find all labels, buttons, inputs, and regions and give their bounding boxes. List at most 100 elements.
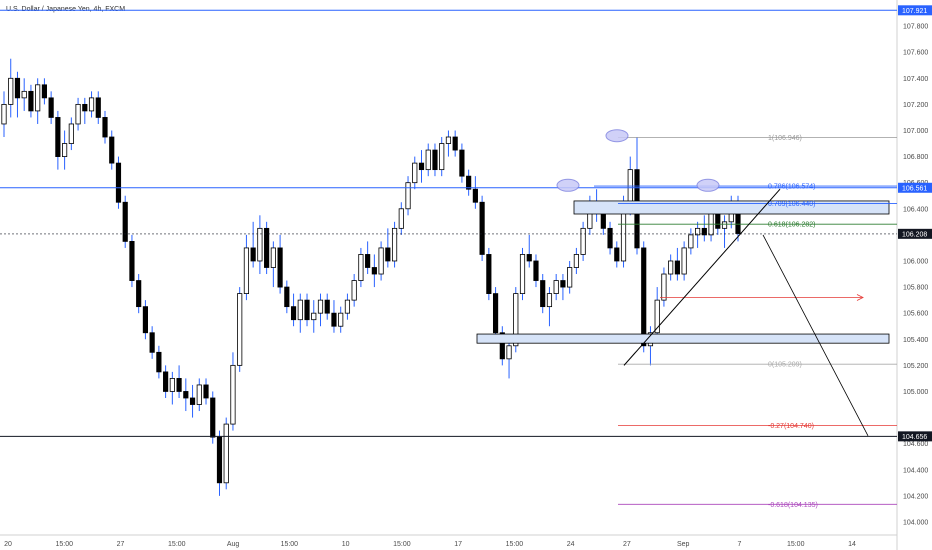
y-tick-label: 105.800 xyxy=(903,285,928,292)
candle-body xyxy=(641,247,647,347)
candle-body xyxy=(472,188,478,203)
candle-body xyxy=(250,247,256,262)
candle-body xyxy=(445,136,452,144)
y-tick-label: 106.000 xyxy=(903,258,928,265)
candle-body xyxy=(189,397,196,405)
candle-body xyxy=(203,384,209,399)
candle-body xyxy=(681,247,687,275)
zone-rect xyxy=(573,200,890,215)
candle-body xyxy=(398,208,404,229)
candle-body xyxy=(479,201,485,255)
candle-body xyxy=(8,77,14,105)
y-tick-label: 104.400 xyxy=(903,467,928,474)
candle-body xyxy=(688,234,694,249)
chart-title: U.S. Dollar / Japanese Yen, 4h, FXCM xyxy=(6,6,126,13)
candle-body xyxy=(149,332,155,353)
candle-body xyxy=(378,247,384,275)
y-tick-label: 107.400 xyxy=(903,76,928,83)
y-tick-label: 107.200 xyxy=(903,102,928,109)
y-tick-label: 104.600 xyxy=(903,441,928,448)
candle-body xyxy=(492,293,499,334)
candle-body xyxy=(425,149,431,171)
candle-body xyxy=(661,273,667,301)
highlight-ellipse xyxy=(605,129,629,143)
y-tick-label: 106.400 xyxy=(903,206,928,213)
candle-body xyxy=(129,241,135,281)
price-tag-label: 106.208 xyxy=(902,231,927,238)
candle-body xyxy=(163,371,169,392)
candle-body xyxy=(452,136,458,151)
y-tick-label: 105.600 xyxy=(903,311,928,318)
candle-body xyxy=(371,267,377,275)
candle-body xyxy=(358,254,364,281)
candle-body xyxy=(28,90,34,112)
y-tick-label: 105.000 xyxy=(903,389,928,396)
candle-body xyxy=(553,280,559,294)
highlight-ellipse xyxy=(696,178,720,192)
candle-body xyxy=(365,254,371,268)
price-tag-label: 107.921 xyxy=(902,8,927,15)
candle-body xyxy=(607,227,613,249)
candle-body xyxy=(297,299,303,321)
candle-body xyxy=(55,117,61,157)
candle-body xyxy=(35,84,41,112)
candle-body xyxy=(88,97,95,112)
candle-body xyxy=(210,397,216,438)
candle-body xyxy=(513,293,519,347)
x-tick-label: Aug xyxy=(227,541,240,548)
x-tick-label: 24 xyxy=(567,541,575,548)
x-tick-label: 15:00 xyxy=(506,541,524,548)
candle-body xyxy=(324,299,330,314)
candle-body xyxy=(122,201,128,242)
candle-body xyxy=(580,227,586,255)
candle-body xyxy=(82,103,88,112)
price-tag-label: 106.561 xyxy=(902,185,927,192)
candle-body xyxy=(573,254,579,268)
candle-body xyxy=(432,149,438,171)
candle-body xyxy=(331,312,337,327)
candle-body xyxy=(237,293,243,366)
candle-body xyxy=(459,149,465,177)
candle-body xyxy=(385,247,391,262)
price-tag xyxy=(898,431,932,442)
candle-body xyxy=(405,182,411,210)
candle-body xyxy=(41,84,47,99)
y-tick-label: 106.800 xyxy=(903,154,928,161)
candle-body xyxy=(264,227,270,268)
x-tick-label: 15:00 xyxy=(393,541,411,548)
x-tick-label: 14 xyxy=(848,541,856,548)
candle-body xyxy=(486,254,492,294)
price-tag xyxy=(898,5,932,16)
candle-body xyxy=(176,378,182,392)
candle-body xyxy=(654,299,660,334)
candle-body xyxy=(317,299,324,314)
fib-level-label: 0.786(106.574) xyxy=(768,184,815,191)
y-tick-label: 105.400 xyxy=(903,337,928,344)
x-tick-label: 20 xyxy=(4,541,12,548)
candle-body xyxy=(338,312,344,327)
candle-body xyxy=(216,436,223,484)
candle-body xyxy=(614,247,620,262)
candle-body xyxy=(75,103,81,125)
zone-rect xyxy=(476,333,890,344)
price-tag xyxy=(898,182,932,193)
x-tick-label: 7 xyxy=(738,541,742,548)
candle-body xyxy=(519,254,526,294)
candle-body xyxy=(62,143,68,157)
candle-body xyxy=(14,77,21,99)
candle-body xyxy=(156,351,162,373)
candle-body xyxy=(466,175,472,190)
y-tick-label: 104.000 xyxy=(903,519,928,526)
candle-body xyxy=(567,267,573,288)
candle-body xyxy=(183,391,189,399)
candle-body xyxy=(721,221,728,229)
y-tick-label: 107.600 xyxy=(903,50,928,57)
candle-body xyxy=(270,247,276,268)
candle-body xyxy=(526,254,532,262)
fib-level-label: -0.27(104.740) xyxy=(768,423,814,430)
candle-body xyxy=(418,162,425,171)
candle-body xyxy=(142,306,149,334)
candle-body xyxy=(277,247,283,288)
candle-body xyxy=(311,312,317,321)
